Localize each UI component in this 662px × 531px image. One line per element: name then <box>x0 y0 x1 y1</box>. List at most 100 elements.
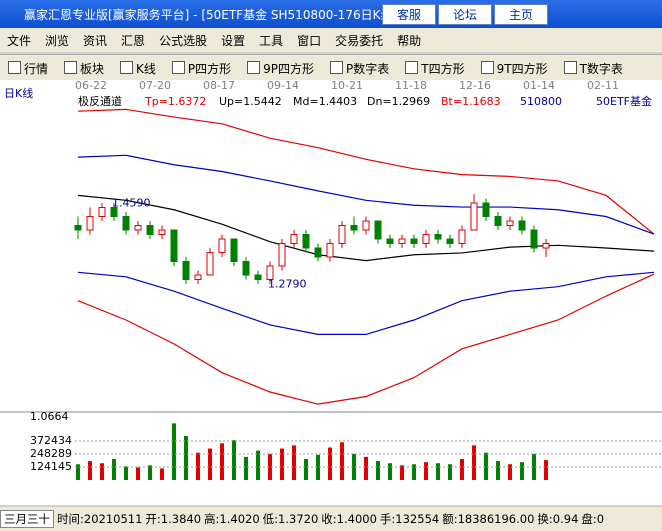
volume-bar <box>412 464 416 480</box>
candle-body <box>218 238 226 253</box>
volume-bar <box>148 465 152 480</box>
candle-body <box>446 238 454 244</box>
volume-bar <box>316 454 320 480</box>
candle-body <box>542 243 550 249</box>
candle-body <box>194 274 202 280</box>
volume-bar <box>460 459 464 480</box>
toolbar-button[interactable]: T数字表 <box>564 60 623 77</box>
candle-body <box>410 238 418 244</box>
toolbar-button[interactable]: P四方形 <box>172 60 231 77</box>
candle-body <box>458 229 466 244</box>
band-line <box>77 273 655 405</box>
volume-bar <box>352 453 356 480</box>
menu-item[interactable]: 资讯 <box>83 33 108 48</box>
date-label: 11-18 <box>395 80 427 92</box>
toolbar: 行情 板块 K线 P四方形 9P四方形 P数字表 T四方形 9T四方形 T数字表 <box>0 54 662 81</box>
toolbar-button[interactable]: 9T四方形 <box>481 60 548 77</box>
date-label: 06-22 <box>75 80 107 92</box>
candle-body <box>254 274 262 280</box>
volume-bar <box>172 423 176 480</box>
candle-body <box>518 220 526 231</box>
toolbar-button[interactable]: 行情 <box>8 60 48 77</box>
toolbar-button[interactable]: 板块 <box>64 60 104 77</box>
menu-item[interactable]: 公式选股 <box>159 33 208 48</box>
volume-bar <box>88 461 92 480</box>
candle-body <box>482 202 490 217</box>
indicator-name: 极反通道 <box>78 94 122 108</box>
candle-body <box>530 229 538 249</box>
menu-item[interactable]: 汇恩 <box>121 33 146 48</box>
band-line <box>77 194 655 262</box>
volume-bar <box>400 465 404 480</box>
candle-body <box>182 261 190 280</box>
candle-body <box>434 234 442 240</box>
candle-body <box>386 238 394 244</box>
indicator-stat: Bt=1.1683 <box>441 95 501 108</box>
volume-bar <box>376 461 380 480</box>
menu-item[interactable]: 设置 <box>221 33 246 48</box>
candle-body <box>158 229 166 235</box>
volume-bar <box>484 452 488 480</box>
volume-bar <box>232 440 236 480</box>
toolbar-button[interactable]: 9P四方形 <box>247 60 314 77</box>
volume-bar <box>520 462 524 480</box>
volume-bar <box>196 452 200 480</box>
volume-bar <box>436 463 440 480</box>
menu-item[interactable]: 文件 <box>7 33 32 48</box>
stock-code: 510800 <box>520 95 562 108</box>
band-line <box>77 154 655 235</box>
volume-bar <box>448 464 452 480</box>
status-tab[interactable]: 三月三十 <box>0 510 54 528</box>
volume-tick-label: 248289 <box>30 447 72 460</box>
volume-bar <box>100 463 104 480</box>
volume-bar <box>124 466 128 480</box>
menu-item[interactable]: 交易委托 <box>335 33 384 48</box>
title-bar: 赢家汇恩专业版[赢家服务平台] - [50ETF基金 SH510800-176日… <box>0 0 662 28</box>
candle-body <box>362 220 370 231</box>
status-field: 盘:0 <box>581 512 605 526</box>
candle-body <box>350 225 358 231</box>
indicator-stat: Dn=1.2969 <box>367 95 430 108</box>
volume-bar <box>328 447 332 480</box>
toolbar-button[interactable]: K线 <box>120 60 156 77</box>
chart: 日K线 06-22 07-20 08-17 09-14 10-21 11-18 12-16 01… <box>0 80 662 505</box>
volume-bar <box>472 445 476 480</box>
candle-body <box>74 225 82 231</box>
candle-body <box>146 225 154 235</box>
menu-item[interactable]: 工具 <box>259 33 284 48</box>
candle-body <box>86 216 94 231</box>
volume-bar <box>496 461 500 480</box>
volume-bar <box>544 460 548 480</box>
title-button[interactable]: 客服 <box>382 3 437 25</box>
candle-body <box>506 220 514 226</box>
candle-body <box>398 238 406 244</box>
price-annotation: 1.2790 <box>268 277 307 290</box>
status-field: 收:1.4000 <box>321 512 377 526</box>
status-field: 低:1.3720 <box>262 512 319 526</box>
title-button[interactable]: 论坛 <box>438 3 493 25</box>
candle-body <box>314 247 322 258</box>
volume-bar <box>388 463 392 480</box>
candle-body <box>122 216 130 231</box>
volume-bar <box>184 435 188 480</box>
candle-body <box>338 225 346 244</box>
candle-body <box>494 216 502 226</box>
volume-bar <box>340 442 344 480</box>
title-button[interactable]: 主页 <box>494 3 549 25</box>
indicator-stat: Tp=1.6372 <box>144 95 206 108</box>
volume-bar <box>268 453 272 480</box>
candle-body <box>302 234 310 249</box>
menu-item[interactable]: 帮助 <box>397 33 422 48</box>
volume-bar <box>304 459 308 480</box>
candle-body <box>374 220 382 240</box>
volume-bar <box>364 456 368 480</box>
candle-body <box>242 261 250 276</box>
menu-item[interactable]: 浏览 <box>45 33 70 48</box>
toolbar-button[interactable]: P数字表 <box>330 60 389 77</box>
candle-body <box>134 225 142 231</box>
candle-body <box>230 238 238 262</box>
volume-tick-label: 372434 <box>30 434 72 447</box>
date-label: 10-21 <box>331 80 363 92</box>
menu-item[interactable]: 窗口 <box>297 33 322 48</box>
toolbar-button[interactable]: T四方形 <box>405 60 464 77</box>
